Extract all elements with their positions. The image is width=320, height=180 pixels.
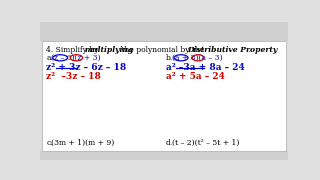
Text: (3m + 1)(m + 9): (3m + 1)(m + 9) — [51, 139, 114, 147]
Text: multiplying: multiplying — [85, 46, 134, 54]
Text: z² + 3z – 6z – 18: z² + 3z – 6z – 18 — [46, 63, 126, 72]
Text: the polynomial by the: the polynomial by the — [119, 46, 207, 54]
Text: a.: a. — [46, 54, 53, 62]
Text: (t – 2)(t² – 5t + 1): (t – 2)(t² – 5t + 1) — [172, 139, 239, 147]
Text: c.: c. — [46, 139, 53, 147]
Text: 4. Simplify by: 4. Simplify by — [46, 46, 101, 54]
Text: Distributive Property: Distributive Property — [187, 46, 277, 54]
FancyBboxPatch shape — [42, 41, 286, 151]
Text: a² –3a + 8a – 24: a² –3a + 8a – 24 — [165, 63, 244, 72]
Text: d.: d. — [165, 139, 173, 147]
Text: z²  –3z – 18: z² –3z – 18 — [46, 72, 101, 81]
Text: a² + 5a – 24: a² + 5a – 24 — [165, 72, 224, 81]
Text: (a + 8)(a – 3): (a + 8)(a – 3) — [172, 54, 222, 62]
Text: .: . — [248, 46, 250, 54]
Text: (z – 6)(z + 3): (z – 6)(z + 3) — [51, 54, 100, 62]
FancyBboxPatch shape — [40, 22, 288, 41]
FancyBboxPatch shape — [40, 151, 288, 160]
Text: b.: b. — [165, 54, 173, 62]
